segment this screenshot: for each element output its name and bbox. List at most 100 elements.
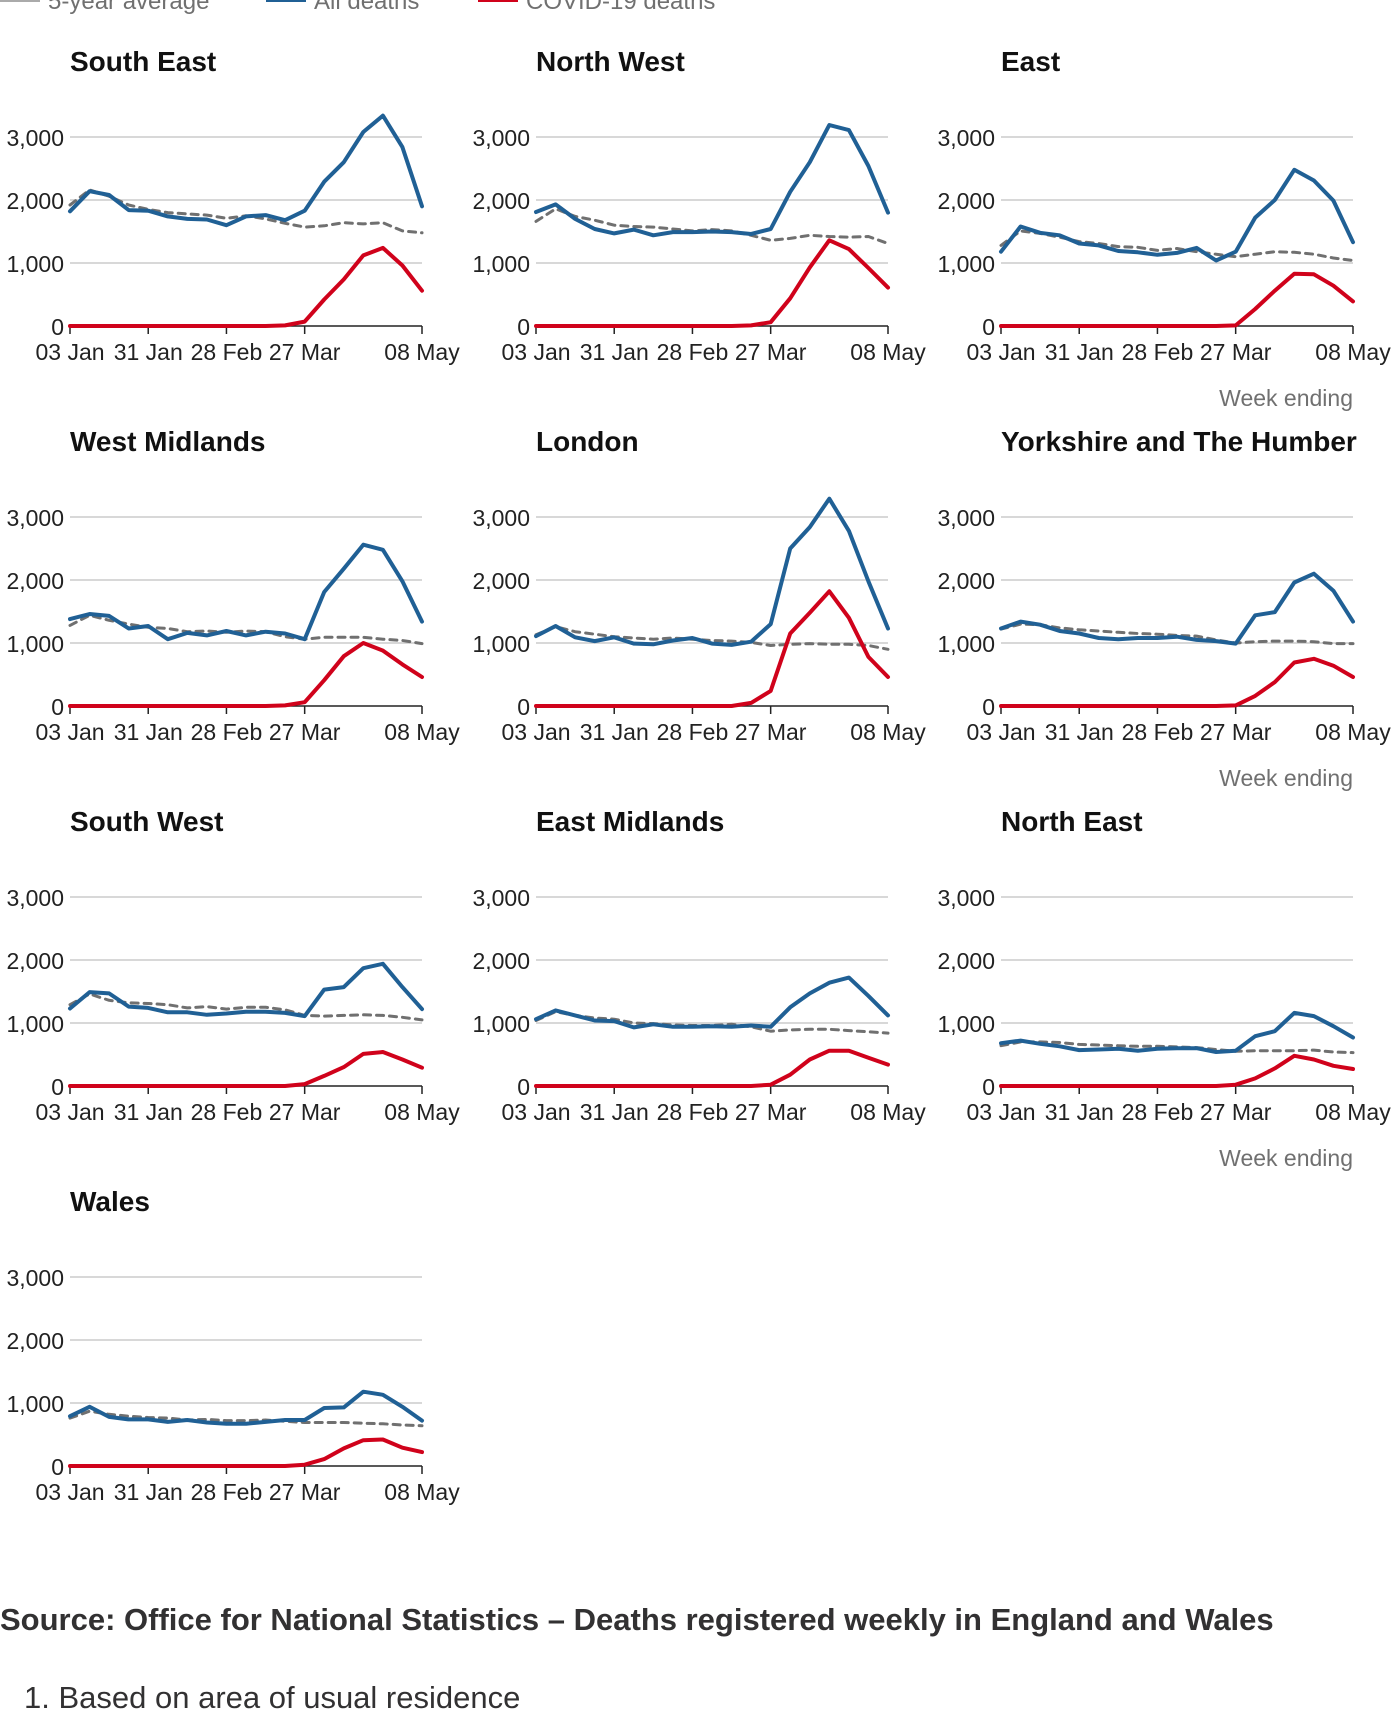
all-deaths-line: [534, 496, 890, 647]
y-tick-label: 0: [982, 1074, 995, 1100]
y-tick-label: 0: [982, 314, 995, 340]
x-tick-label: 08 May: [384, 719, 460, 745]
x-tick-label: 27 Mar: [735, 719, 807, 745]
x-tick-label: 08 May: [850, 719, 926, 745]
x-tick-label: 28 Feb: [657, 719, 729, 745]
x-tick-label: 28 Feb: [1122, 1099, 1194, 1125]
source-note: Source: Office for National Statistics –…: [0, 1602, 1274, 1637]
y-tick-label: 2,000: [937, 188, 995, 214]
y-tick-label: 1,000: [6, 1011, 64, 1037]
y-tick-label: 3,000: [472, 125, 530, 151]
x-tick-label: 03 Jan: [966, 719, 1035, 745]
all-deaths-line: [999, 167, 1355, 263]
x-tick-label: 03 Jan: [35, 1099, 104, 1125]
y-tick-label: 0: [517, 694, 530, 720]
chart-panel: South West 0 1,000 2,000 3,000 03 Jan 31 Jan 28…: [6, 806, 460, 1125]
chart-title: West Midlands: [70, 426, 266, 457]
x-tick-label: 27 Mar: [269, 719, 341, 745]
y-tick-label: 2,000: [6, 568, 64, 594]
y-tick-label: 3,000: [937, 125, 995, 151]
x-axis-label: Week ending: [1219, 765, 1353, 791]
y-tick-label: 1,000: [937, 631, 995, 657]
x-tick-label: 08 May: [850, 339, 926, 365]
y-tick-label: 2,000: [472, 188, 530, 214]
legend-label-average: 5-year average: [48, 0, 210, 15]
chart-panel: West Midlands 0 1,000 2,000 3,000 03 Jan 31 Ja…: [6, 426, 460, 745]
chart-title: South West: [70, 806, 223, 837]
x-tick-label: 03 Jan: [501, 719, 570, 745]
chart-title: Yorkshire and The Humber: [1001, 426, 1357, 457]
legend-label-all-deaths: All deaths: [314, 0, 420, 15]
x-tick-label: 08 May: [1315, 339, 1391, 365]
legend-label-covid-deaths: COVID-19 deaths: [526, 0, 716, 15]
x-tick-label: 31 Jan: [1045, 339, 1114, 365]
chart-title: North West: [536, 46, 685, 77]
x-tick-label: 31 Jan: [580, 339, 649, 365]
covid-deaths-line: [534, 589, 890, 708]
all-deaths-line: [68, 542, 424, 642]
x-tick-label: 28 Feb: [657, 1099, 729, 1125]
chart-panel: South East 0 1,000 2,000 3,000 03 Jan 31 Jan 28…: [6, 46, 460, 365]
y-tick-label: 2,000: [472, 948, 530, 974]
legend-swatch-covid-deaths: [478, 0, 518, 3]
x-tick-label: 08 May: [384, 1479, 460, 1505]
all-deaths-line: [999, 1010, 1355, 1054]
y-tick-label: 3,000: [472, 885, 530, 911]
y-tick-label: 2,000: [6, 948, 64, 974]
y-tick-label: 0: [517, 314, 530, 340]
all-deaths-line: [534, 975, 890, 1030]
chart-panel: North East 0 1,000 2,000 3,000 03 Jan 31 Jan 28…: [937, 806, 1391, 1171]
y-tick-label: 0: [51, 314, 64, 340]
x-tick-label: 31 Jan: [114, 1099, 183, 1125]
x-tick-label: 28 Feb: [191, 1479, 263, 1505]
chart-title: East: [1001, 46, 1060, 77]
small-multiples-charts: South East 0 1,000 2,000 3,000 03 Jan 31 Jan 28…: [6, 46, 1391, 1505]
covid-deaths-line: [534, 238, 890, 328]
y-tick-label: 2,000: [6, 188, 64, 214]
x-tick-label: 27 Mar: [269, 1099, 341, 1125]
x-tick-label: 08 May: [384, 339, 460, 365]
x-tick-label: 03 Jan: [35, 1479, 104, 1505]
five-year-average-line: [68, 613, 424, 646]
chart-panel: Yorkshire and The Humber 0 1,000 2,000 3,000…: [937, 426, 1391, 791]
chart-panel: East Midlands 0 1,000 2,000 3,000 03 Jan 31 Ja…: [472, 806, 926, 1125]
covid-deaths-line: [68, 1437, 424, 1468]
x-tick-label: 08 May: [1315, 1099, 1391, 1125]
x-tick-label: 27 Mar: [1200, 719, 1272, 745]
x-tick-label: 03 Jan: [35, 719, 104, 745]
y-tick-label: 0: [51, 1454, 64, 1480]
x-tick-label: 31 Jan: [1045, 1099, 1114, 1125]
x-tick-label: 03 Jan: [501, 1099, 570, 1125]
x-tick-label: 31 Jan: [114, 1479, 183, 1505]
covid-deaths-line: [68, 641, 424, 708]
legend-swatch-all-deaths: [266, 0, 306, 3]
covid-deaths-line: [999, 271, 1355, 328]
y-tick-label: 3,000: [6, 1265, 64, 1291]
legend-item-covid-deaths: COVID-19 deaths: [478, 0, 715, 16]
legend-item-all-deaths: All deaths: [266, 0, 419, 16]
x-tick-label: 27 Mar: [1200, 339, 1272, 365]
x-tick-label: 03 Jan: [501, 339, 570, 365]
x-tick-label: 28 Feb: [191, 1099, 263, 1125]
y-tick-label: 1,000: [6, 1391, 64, 1417]
chart-legend: 5-year average All deaths COVID-19 death…: [0, 0, 1396, 24]
chart-title: North East: [1001, 806, 1143, 837]
covid-deaths-line: [534, 1048, 890, 1088]
y-tick-label: 0: [517, 1074, 530, 1100]
x-axis-label: Week ending: [1219, 1145, 1353, 1171]
x-tick-label: 27 Mar: [735, 1099, 807, 1125]
x-tick-label: 27 Mar: [269, 339, 341, 365]
covid-deaths-line: [999, 656, 1355, 708]
y-tick-label: 1,000: [472, 1011, 530, 1037]
y-tick-label: 3,000: [6, 885, 64, 911]
x-tick-label: 03 Jan: [966, 1099, 1035, 1125]
x-tick-label: 08 May: [850, 1099, 926, 1125]
y-tick-label: 0: [982, 694, 995, 720]
chart-panel: East 0 1,000 2,000 3,000 03 Jan 31 Jan 28 Feb 27…: [937, 46, 1391, 411]
x-tick-label: 31 Jan: [580, 1099, 649, 1125]
y-tick-label: 1,000: [6, 251, 64, 277]
x-tick-label: 27 Mar: [1200, 1099, 1272, 1125]
y-tick-label: 0: [51, 694, 64, 720]
x-axis-label: Week ending: [1219, 385, 1353, 411]
x-tick-label: 03 Jan: [966, 339, 1035, 365]
